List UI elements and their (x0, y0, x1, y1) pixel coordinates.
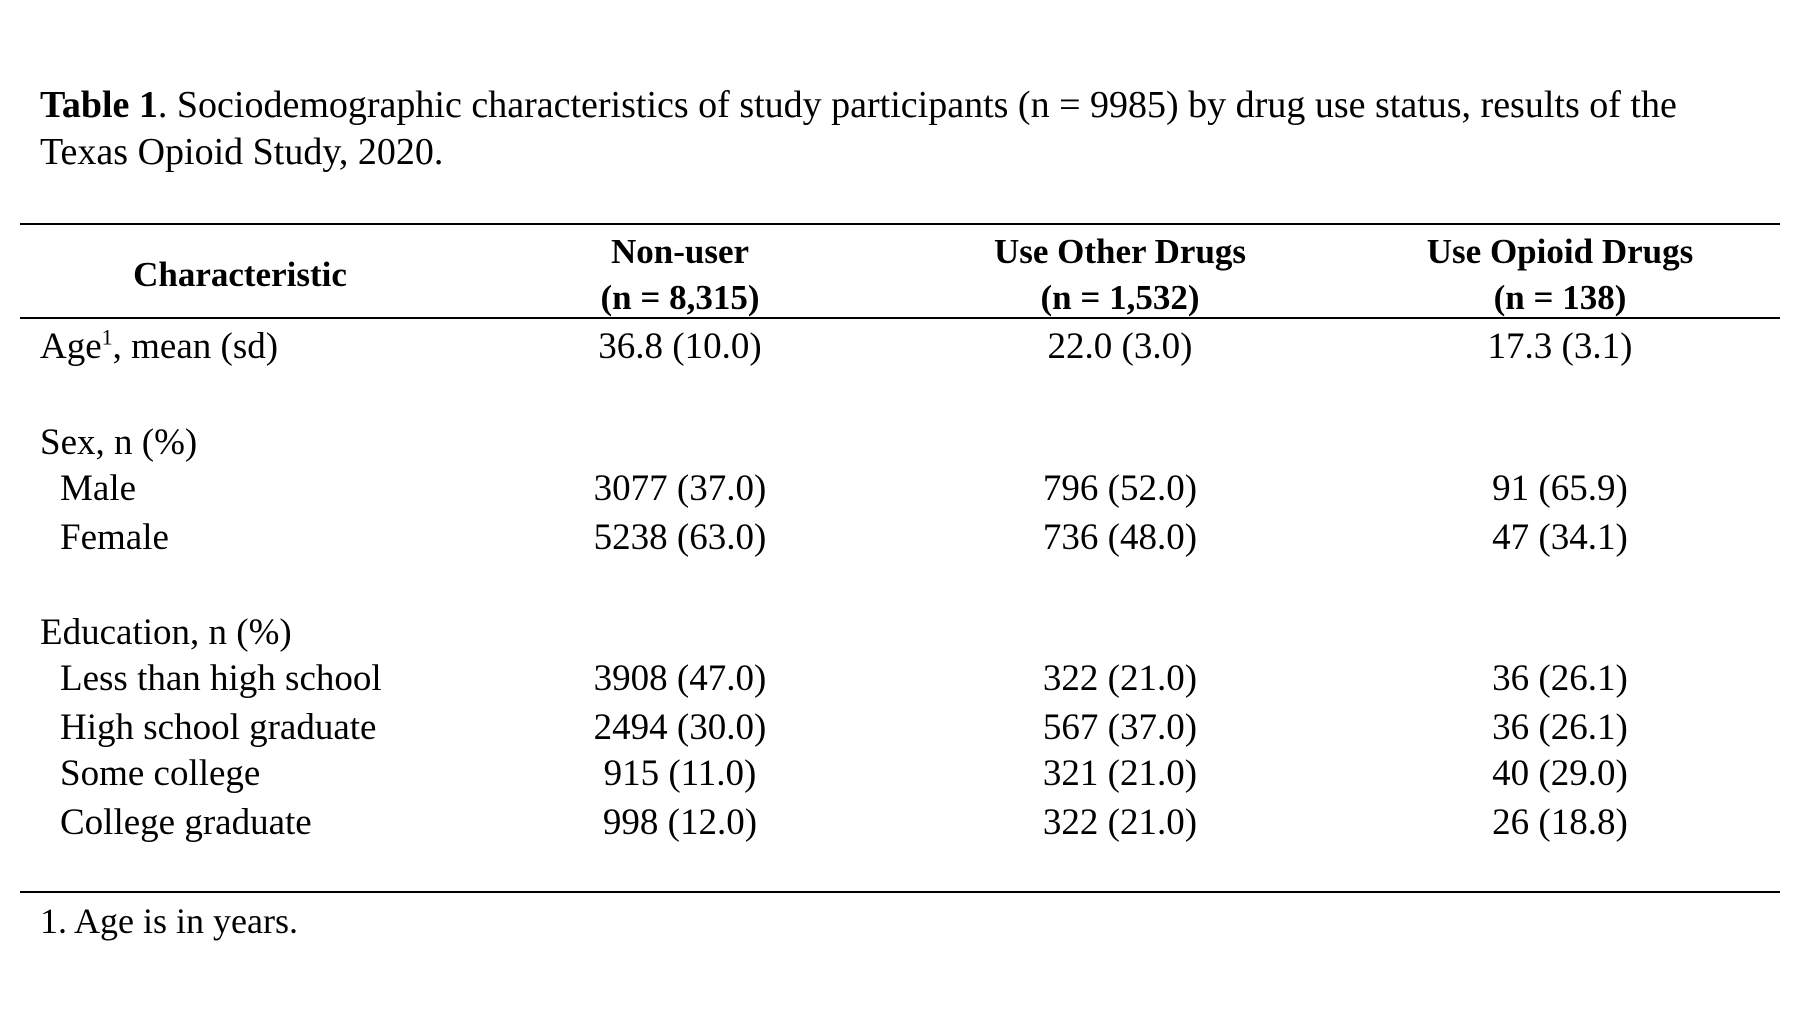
female-non-user: 5238 (63.0) (593, 517, 767, 558)
header-characteristic-label: Characteristic (133, 255, 347, 294)
age-label-suffix: , mean (sd) (112, 326, 279, 367)
some-college-opioid-drugs: 40 (29.0) (1492, 753, 1628, 794)
row-label-some-college: Some college (60, 753, 261, 794)
row-label-college-graduate: College graduate (60, 802, 312, 843)
header-opioid-drugs-n: (n = 138) (1493, 278, 1627, 317)
college-graduate-opioid-drugs: 26 (18.8) (1492, 802, 1628, 843)
top-rule (20, 223, 1780, 225)
age-other-drugs: 22.0 (3.0) (1047, 326, 1193, 367)
male-non-user: 3077 (37.0) (593, 468, 767, 509)
header-rule (20, 317, 1780, 319)
row-label-age: Age1, mean (sd) (40, 324, 278, 370)
high-school-graduate-other-drugs: 567 (37.0) (1042, 707, 1198, 748)
bottom-rule (20, 891, 1780, 893)
some-college-other-drugs: 321 (21.0) (1042, 753, 1198, 794)
high-school-graduate-non-user: 2494 (30.0) (593, 707, 767, 748)
header-opioid-drugs: Use Opioid Drugs (n = 138) (1390, 229, 1730, 321)
section-sex: Sex, n (%) (40, 422, 198, 463)
age-opioid-drugs: 17.3 (3.1) (1487, 326, 1633, 367)
header-other-drugs-n: (n = 1,532) (1040, 278, 1200, 317)
row-label-male: Male (60, 468, 137, 509)
female-other-drugs: 736 (48.0) (1042, 517, 1198, 558)
row-label-less-than-high-school: Less than high school (60, 658, 382, 699)
age-label: Age (40, 326, 102, 367)
header-non-user-n: (n = 8,315) (600, 278, 760, 317)
header-characteristic: Characteristic (40, 252, 440, 298)
age-non-user: 36.8 (10.0) (598, 326, 762, 367)
header-other-drugs: Use Other Drugs (n = 1,532) (950, 229, 1290, 321)
college-graduate-other-drugs: 322 (21.0) (1042, 802, 1198, 843)
table-footnote: 1. Age is in years. (40, 901, 298, 941)
header-non-user-name: Non-user (610, 232, 750, 271)
college-graduate-non-user: 998 (12.0) (602, 802, 758, 843)
some-college-non-user: 915 (11.0) (603, 753, 757, 794)
table-label: Table 1 (40, 84, 158, 126)
header-opioid-drugs-name: Use Opioid Drugs (1426, 232, 1694, 271)
row-label-female: Female (60, 517, 169, 558)
table-caption: Table 1. Sociodemographic characteristic… (40, 82, 1760, 176)
less-than-high-school-opioid-drugs: 36 (26.1) (1492, 658, 1628, 699)
less-than-high-school-non-user: 3908 (47.0) (593, 658, 767, 699)
header-non-user: Non-user (n = 8,315) (510, 229, 850, 321)
header-other-drugs-name: Use Other Drugs (993, 232, 1247, 271)
age-footnote-ref: 1 (101, 324, 113, 350)
section-education: Education, n (%) (40, 612, 292, 653)
caption-text: . Sociodemographic characteristics of st… (40, 84, 1677, 173)
row-label-high-school-graduate: High school graduate (60, 707, 377, 748)
high-school-graduate-opioid-drugs: 36 (26.1) (1492, 707, 1628, 748)
female-opioid-drugs: 47 (34.1) (1492, 517, 1628, 558)
less-than-high-school-other-drugs: 322 (21.0) (1042, 658, 1198, 699)
male-opioid-drugs: 91 (65.9) (1492, 468, 1628, 509)
male-other-drugs: 796 (52.0) (1042, 468, 1198, 509)
